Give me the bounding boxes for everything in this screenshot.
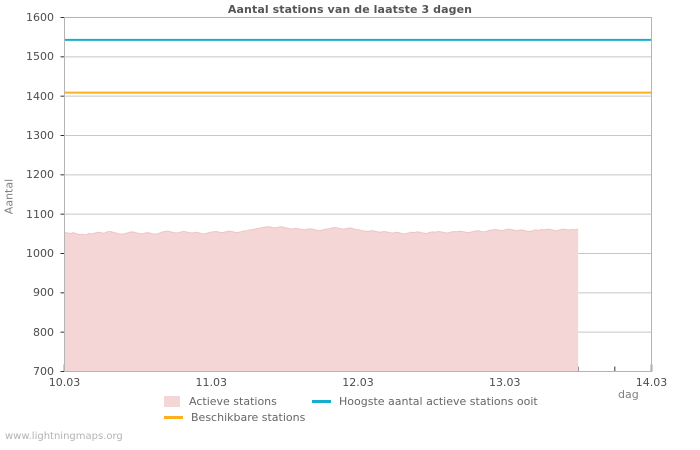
reference-lines [64, 38, 652, 94]
legend-area-swatch-icon [164, 395, 180, 407]
y-tick-label: 1000 [26, 247, 54, 260]
legend-row-2: Beschikbare stations [164, 409, 564, 425]
legend-row-1: Actieve stations Hoogste aantal actieve … [164, 393, 564, 409]
y-tick-label: 1400 [26, 89, 54, 103]
series-actieve-stations [64, 226, 579, 372]
legend-item-beschikbare-stations[interactable]: Beschikbare stations [164, 409, 305, 425]
plot-frame [64, 17, 652, 372]
x-tick-label: 12.03 [342, 375, 374, 389]
area-fill [64, 226, 579, 372]
y-tick-label: 700 [33, 365, 54, 378]
chart-legend: Actieve stations Hoogste aantal actieve … [164, 393, 564, 425]
y-tick-label: 1100 [26, 207, 54, 221]
y-tick-label: 800 [33, 325, 54, 339]
y-tick-label: 1600 [26, 11, 54, 24]
y-tick-label: 900 [33, 286, 54, 300]
chart-title: Aantal stations van de laatste 3 dagen [227, 3, 473, 16]
y-tick-label: 1200 [26, 168, 54, 182]
y-tick-label: 1300 [26, 129, 54, 142]
legend-label-actieve-stations: Actieve stations [189, 394, 277, 408]
legend-label-beschikbare-stations: Beschikbare stations [191, 410, 306, 424]
x-tick-label: 13.03 [489, 375, 521, 389]
watermark: www.lightningmaps.org [5, 431, 123, 442]
x-tick-label: 10.03 [48, 375, 81, 389]
y-axis-ticks [60, 17, 65, 372]
legend-label-hoogste-aantal: Hoogste aantal actieve stations ooit [339, 394, 538, 408]
area-outline [64, 226, 579, 236]
legend-line-swatch-icon-blue [312, 399, 331, 403]
x-tick-label: 11.03 [195, 375, 228, 389]
legend-line-swatch-icon-orange [164, 415, 183, 419]
x-axis-title: dag [618, 388, 639, 401]
legend-item-hoogste-aantal[interactable]: Hoogste aantal actieve stations ooit [312, 393, 538, 409]
y-tick-label: 1500 [26, 50, 54, 64]
legend-item-actieve-stations[interactable]: Actieve stations [164, 393, 277, 409]
x-tick-label: 14.03 [635, 375, 668, 389]
